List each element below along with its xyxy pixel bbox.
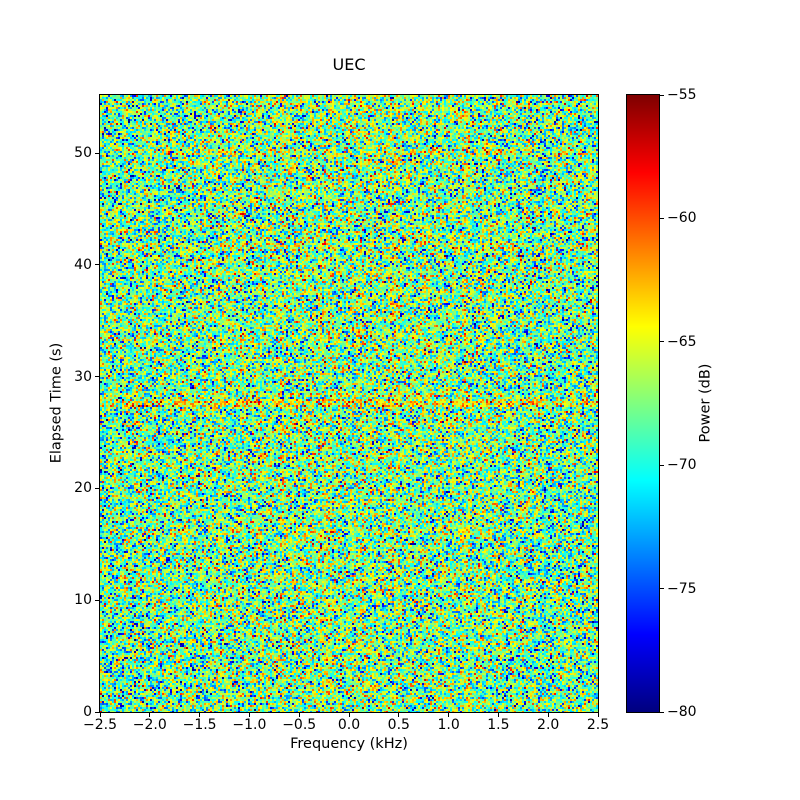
x-axis-tick-label: −2.5 (83, 717, 117, 733)
y-axis-tick-label: 10 (74, 592, 92, 609)
y-axis-tick (95, 711, 99, 713)
y-axis-tick (95, 599, 99, 601)
x-axis-tick (298, 713, 300, 717)
colorbar-tick-label: −75 (667, 580, 697, 597)
y-axis-tick (95, 376, 99, 378)
x-axis-label: Frequency (kHz) (290, 736, 408, 752)
title-line-main: UEC (332, 55, 366, 75)
colorbar-tick-label: −60 (667, 210, 697, 227)
colorbar-tick (660, 94, 664, 96)
y-axis-tick-label: 30 (74, 368, 92, 385)
x-axis-tick-label: 1.5 (487, 717, 510, 733)
x-axis-tick (199, 713, 201, 717)
x-axis-tick-label: 0.5 (387, 717, 410, 733)
x-axis-tick-label: 1.0 (437, 717, 460, 733)
x-axis-tick-label: −1.5 (182, 717, 217, 733)
colorbar-tick (660, 588, 664, 590)
spectrogram-heatmap (100, 95, 598, 712)
x-axis-tick-label: −1.0 (232, 717, 267, 733)
colorbar-tick-label: −80 (667, 704, 697, 720)
x-axis-tick (149, 713, 151, 717)
y-axis-tick-label: 20 (74, 480, 92, 497)
colorbar-tick (660, 711, 664, 713)
x-axis-tick (348, 713, 350, 717)
x-axis-tick-label: −2.0 (132, 717, 167, 733)
x-axis-tick (248, 713, 250, 717)
y-axis-tick-label: 50 (74, 145, 92, 162)
x-axis-tick (597, 713, 599, 717)
colorbar-tick-label: −70 (667, 457, 697, 474)
x-axis-tick-label: 2.5 (586, 717, 610, 733)
y-axis-tick (95, 152, 99, 154)
x-axis-tick (448, 713, 450, 717)
x-axis-tick (497, 713, 499, 717)
colorbar-tick (660, 217, 664, 219)
x-axis-tick-label: 2.0 (537, 717, 560, 733)
colorbar-tick (660, 341, 664, 343)
x-axis-tick-label: −0.5 (282, 717, 317, 733)
colorbar-gradient (627, 95, 659, 712)
colorbar-tick-label: −55 (667, 87, 697, 103)
y-axis-tick-label: 0 (83, 704, 92, 720)
y-axis-label: Elapsed Time (s) (48, 342, 65, 464)
x-axis-tick (547, 713, 549, 717)
y-axis-tick (95, 264, 99, 266)
y-axis-tick (95, 487, 99, 489)
colorbar-label: Power (dB) (697, 363, 714, 443)
colorbar-tick-label: −65 (667, 333, 697, 350)
x-axis-tick (99, 713, 101, 717)
y-axis-tick-label: 40 (74, 256, 92, 273)
colorbar-tick (660, 464, 664, 466)
x-axis-tick (398, 713, 400, 717)
x-axis-tick-label: 0.0 (337, 717, 361, 733)
